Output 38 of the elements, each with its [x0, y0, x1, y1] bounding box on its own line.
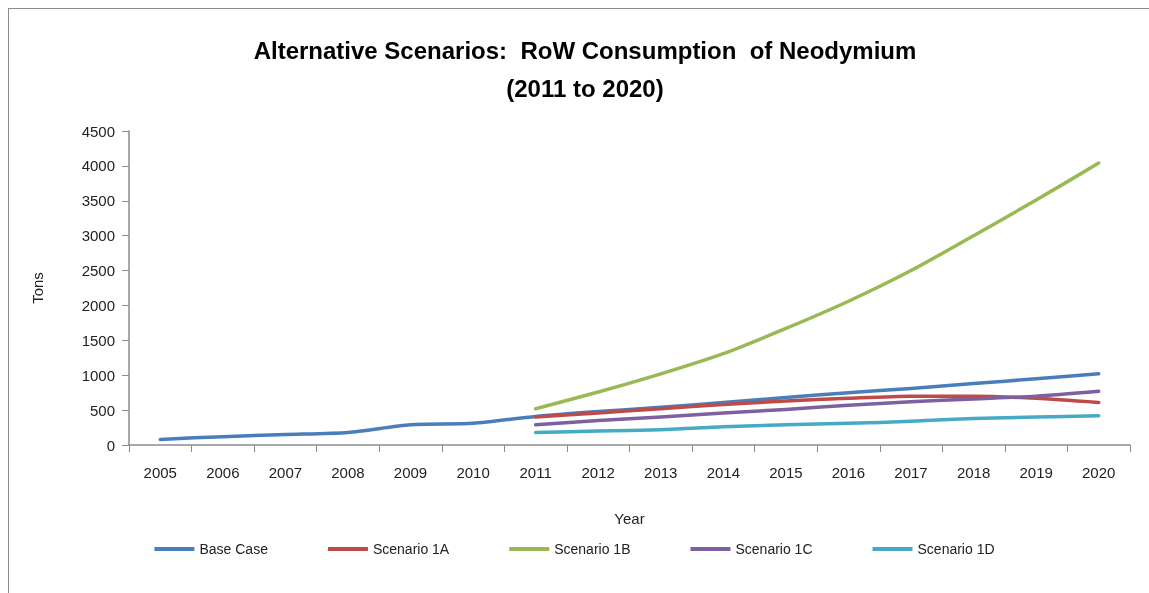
line-series [533, 161, 1101, 411]
y-tick-label: 0 [106, 436, 115, 454]
legend-label: Scenario 1A [372, 541, 450, 557]
x-tick-label: 2014 [706, 464, 741, 481]
y-tick-label: 2500 [81, 262, 115, 280]
y-tick-label: 2000 [81, 296, 115, 314]
x-tick-label: 2020 [1082, 464, 1116, 481]
y-tick-label: 3500 [81, 192, 115, 210]
x-tick-label: 2007 [268, 464, 303, 481]
y-tick-label: 1000 [81, 366, 115, 384]
legend-label: Base Case [199, 541, 269, 557]
y-tick-label: 3000 [81, 227, 115, 245]
x-tick-label: 2015 [769, 464, 803, 481]
x-axis-title: Year [614, 510, 645, 527]
x-tick-label: 2010 [456, 464, 490, 481]
y-tick-label: 4000 [81, 157, 115, 175]
y-tick-label: 500 [89, 401, 115, 419]
line-series [533, 389, 1101, 427]
x-tick-label: 2016 [831, 464, 866, 481]
x-tick-label: 2019 [1019, 464, 1053, 481]
x-tick-label: 2013 [644, 464, 678, 481]
x-tick-label: 2017 [894, 464, 928, 481]
legend-label: Scenario 1B [554, 541, 631, 557]
line-series [533, 394, 1101, 419]
x-tick-label: 2009 [393, 464, 428, 481]
legend-label: Scenario 1C [735, 541, 813, 557]
x-tick-label: 2012 [581, 464, 615, 481]
line-series [533, 413, 1101, 435]
y-axis-title: Tons [29, 272, 46, 304]
chart-title: Alternative Scenarios: RoW Consumption of Neodymium (2011 to 2020) [253, 36, 917, 102]
x-tick-label: 2008 [331, 464, 365, 481]
x-tick-label: 2005 [143, 464, 177, 481]
x-tick-label: 2018 [956, 464, 991, 481]
y-tick-label: 4500 [81, 122, 115, 140]
x-tick-label: 2006 [206, 464, 240, 481]
y-tick-label: 1500 [81, 331, 115, 349]
x-tick-label: 2011 [519, 464, 552, 481]
legend-label: Scenario 1D [917, 541, 995, 557]
